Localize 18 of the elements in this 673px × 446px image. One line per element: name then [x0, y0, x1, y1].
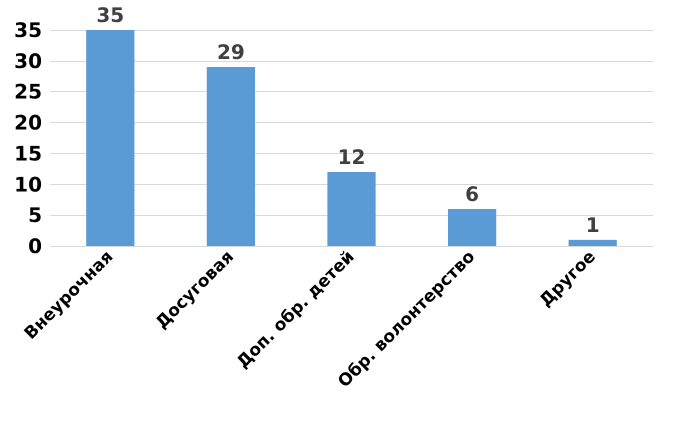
bar — [206, 67, 256, 246]
bar — [86, 30, 134, 246]
y-tick-label: 10 — [14, 172, 42, 196]
y-tick-label: 20 — [14, 110, 42, 135]
y-tick-label: 0 — [28, 234, 42, 258]
bar — [568, 240, 617, 246]
data-label: 12 — [338, 144, 366, 169]
data-label: 1 — [586, 212, 600, 237]
y-tick-label: 5 — [28, 203, 42, 228]
bar — [327, 172, 376, 246]
bar — [448, 208, 496, 246]
y-tick-label: 30 — [14, 48, 42, 73]
data-label: 35 — [96, 3, 124, 27]
y-tick-label: 25 — [14, 80, 42, 104]
y-tick-label: 35 — [14, 18, 42, 42]
data-label: 6 — [465, 182, 480, 206]
data-label: 29 — [216, 40, 245, 64]
y-tick-label: 15 — [14, 141, 42, 166]
